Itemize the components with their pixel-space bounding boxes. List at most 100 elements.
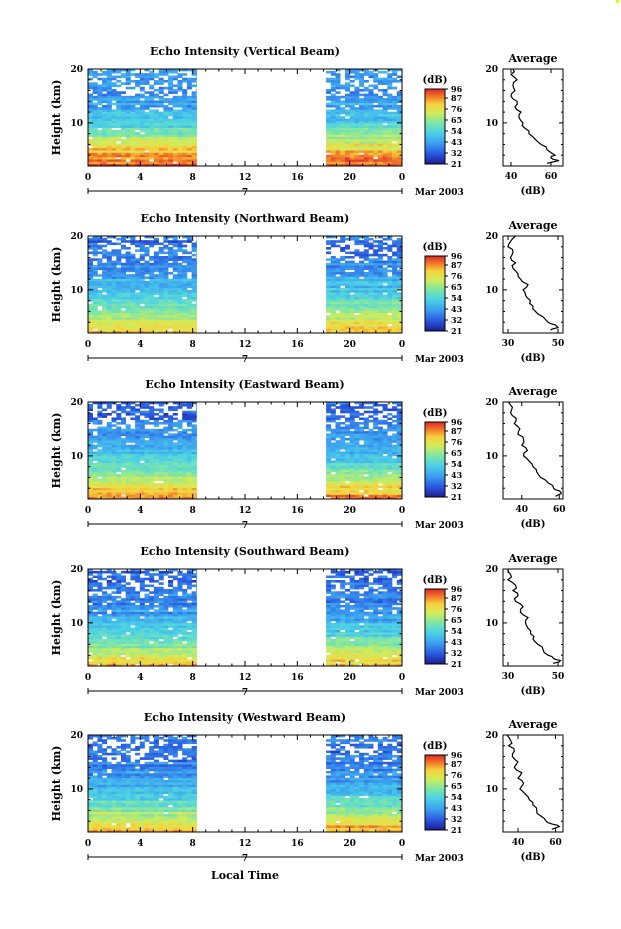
heatmap-cell: [116, 287, 122, 291]
heatmap-cell: [396, 431, 402, 434]
heatmap-cell: [125, 247, 131, 250]
heatmap-cell: [97, 163, 103, 167]
heatmap-cell: [158, 269, 164, 273]
heatmap-cell: [135, 330, 141, 334]
heatmap-cell: [158, 431, 164, 434]
heatmap-cell: [345, 102, 350, 106]
heatmap-cell: [373, 147, 379, 151]
heatmap-cell: [349, 406, 355, 409]
heatmap-cell: [106, 242, 112, 246]
heatmap-cell: [168, 442, 174, 445]
heatmap-cell: [116, 159, 122, 162]
heatmap-cell: [345, 276, 350, 279]
colorbar-unit: (dB): [423, 408, 448, 419]
heatmap-cell: [106, 253, 112, 257]
heatmap-cell: [186, 80, 192, 83]
heatmap-cell: [335, 132, 341, 135]
heatmap-cell: [92, 476, 98, 479]
heatmap-cell: [186, 258, 192, 261]
heatmap-cell: [168, 152, 174, 155]
colorbar-tick-label: 21: [451, 492, 462, 502]
heatmap-cell: [392, 258, 398, 261]
heatmap-cell: [373, 134, 379, 137]
heatmap-cell: [382, 317, 388, 320]
heatmap-cell: [92, 465, 98, 468]
heatmap-cell: [182, 141, 188, 144]
heatmap-cell: [139, 323, 145, 327]
heatmap-cell: [345, 299, 350, 302]
heatmap-cell: [92, 303, 98, 307]
heatmap-cell: [139, 314, 145, 318]
heatmap-cell: [326, 132, 332, 135]
heatmap-cell: [172, 483, 178, 486]
heatmap-cell: [359, 143, 365, 146]
heatmap-cell: [392, 156, 398, 160]
heatmap-cell: [345, 474, 350, 477]
heatmap-cell: [158, 95, 164, 99]
heatmap-cell: [359, 456, 365, 459]
heatmap-cell: [168, 408, 174, 412]
heatmap-cell: [116, 440, 122, 443]
heatmap-cell: [349, 267, 355, 270]
heatmap-cell: [125, 278, 131, 282]
heatmap-cell: [326, 408, 332, 412]
heatmap-cell: [335, 428, 341, 432]
heatmap-cell: [326, 80, 332, 83]
heatmap-cell: [163, 314, 169, 318]
heatmap-cell: [163, 492, 169, 495]
heatmap-cell: [125, 150, 131, 153]
heatmap-cell: [186, 487, 192, 491]
heatmap-cell: [186, 285, 192, 289]
heatmap-cell: [330, 287, 336, 291]
heatmap-cell: [330, 303, 336, 307]
heatmap-cell: [396, 127, 402, 131]
heatmap-cell: [106, 453, 112, 457]
heatmap-cell: [345, 280, 350, 284]
heatmap-cell: [349, 147, 355, 151]
heatmap-cell: [111, 274, 117, 277]
heatmap-cell: [359, 260, 365, 264]
heatmap-cell: [349, 413, 355, 416]
date-label: Mar 2003: [415, 355, 464, 365]
heatmap-cell: [387, 147, 393, 151]
heatmap-cell: [158, 446, 164, 450]
heatmap-cell: [121, 256, 126, 259]
panel-1: Echo Intensity (Vertical Beam)0 4 8 12 16 20 0…: [50, 45, 564, 198]
heatmap-cell: [182, 125, 188, 128]
heatmap-cell: [377, 80, 383, 83]
heatmap-cell: [191, 456, 197, 459]
heatmap-cell: [345, 437, 350, 441]
heatmap-cell: [382, 116, 388, 119]
heatmap-cell: [125, 154, 131, 158]
heatmap-cell: [186, 485, 192, 488]
heatmap-cell: [330, 143, 336, 146]
heatmap-cell: [158, 129, 164, 133]
heatmap-cell: [340, 323, 346, 327]
heatmap-cell: [373, 305, 379, 309]
heatmap-cell: [130, 485, 136, 488]
heatmap-cell: [392, 240, 398, 243]
heatmap-cell: [396, 147, 402, 151]
heatmap-cell: [359, 159, 365, 162]
heatmap-cell: [326, 462, 332, 466]
heatmap-cell: [345, 471, 350, 475]
heatmap-cell: [106, 118, 112, 122]
heatmap-cell: [354, 161, 360, 165]
heatmap-cell: [88, 303, 93, 307]
heatmap-cell: [139, 125, 145, 128]
heatmap-cell: [97, 465, 103, 468]
heatmap-cell: [345, 100, 350, 103]
heatmap-cell: [368, 104, 374, 108]
heatmap-cell: [88, 147, 93, 151]
heatmap-cell: [130, 138, 136, 142]
heatmap-cell: [125, 269, 131, 273]
heatmap-cell: [168, 235, 174, 239]
heatmap-cell: [121, 68, 126, 72]
heatmap-cell: [158, 73, 164, 76]
heatmap-cell: [135, 159, 141, 162]
heatmap-cell: [106, 469, 112, 473]
heatmap-cell: [168, 460, 174, 464]
heatmap-cell: [111, 156, 117, 160]
heatmap-cell: [125, 68, 131, 72]
heatmap-cell: [92, 123, 98, 126]
